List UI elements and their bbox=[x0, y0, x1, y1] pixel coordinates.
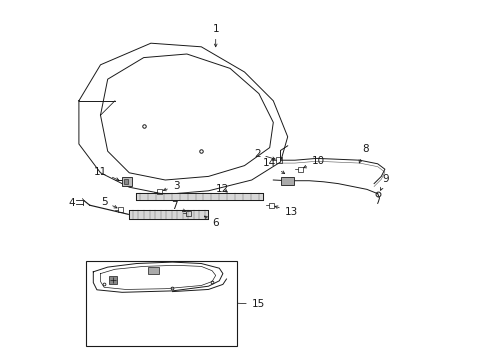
Text: 1: 1 bbox=[212, 24, 219, 47]
Text: 14: 14 bbox=[263, 158, 284, 174]
Bar bbox=[275, 157, 281, 163]
Bar bbox=[157, 189, 162, 194]
Text: 11: 11 bbox=[94, 167, 119, 180]
Bar bbox=[122, 177, 132, 186]
Bar bbox=[148, 267, 159, 274]
Bar bbox=[268, 203, 273, 208]
Text: 3: 3 bbox=[163, 181, 179, 191]
Bar bbox=[123, 179, 128, 184]
Text: 13: 13 bbox=[274, 206, 297, 217]
Bar bbox=[186, 211, 191, 216]
Text: 2: 2 bbox=[253, 149, 275, 160]
Text: 8: 8 bbox=[358, 144, 367, 163]
Text: 5: 5 bbox=[101, 197, 117, 208]
Bar bbox=[281, 177, 294, 185]
Text: 6: 6 bbox=[204, 216, 219, 228]
Text: 10: 10 bbox=[303, 156, 324, 168]
Bar bbox=[86, 261, 237, 346]
Bar bbox=[297, 167, 302, 172]
Bar bbox=[118, 207, 122, 212]
Text: 4: 4 bbox=[68, 198, 75, 208]
Text: 9: 9 bbox=[380, 174, 388, 190]
Text: 12: 12 bbox=[216, 184, 229, 194]
Text: 15: 15 bbox=[222, 299, 264, 309]
Bar bbox=[109, 276, 117, 284]
Text: 7: 7 bbox=[171, 201, 185, 211]
